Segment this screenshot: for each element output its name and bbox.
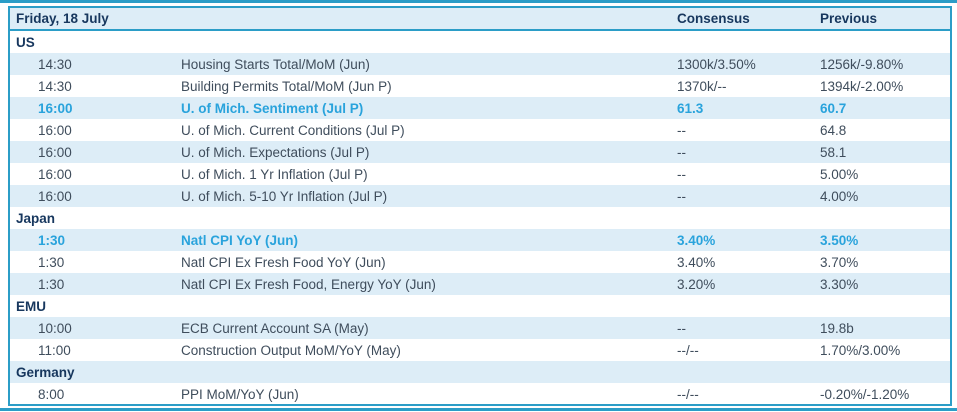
event-cell: Housing Starts Total/MoM (Jun): [181, 56, 370, 72]
event-cell: Construction Output MoM/YoY (May): [181, 342, 401, 358]
previous-cell: 1256k/-9.80%: [820, 56, 904, 72]
event-row: 16:00 U. of Mich. Sentiment (Jul P) 61.3 60…: [10, 97, 950, 119]
previous-cell: 3.50%: [820, 232, 859, 248]
event-cell: Natl CPI YoY (Jun): [181, 232, 299, 248]
section-label: Japan: [16, 210, 56, 226]
event-cell: Natl CPI Ex Fresh Food YoY (Jun): [181, 254, 386, 270]
time-cell: 8:00: [38, 386, 65, 402]
event-cell: U. of Mich. Expectations (Jul P): [181, 144, 370, 160]
table-body: US 14:30 Housing Starts Total/MoM (Jun) 130…: [10, 31, 950, 405]
previous-cell: 1394k/-2.00%: [820, 78, 904, 94]
time-cell: 1:30: [38, 254, 65, 270]
time-cell: 10:00: [38, 320, 72, 336]
consensus-column-header: Consensus: [677, 11, 750, 26]
time-cell: 14:30: [38, 56, 72, 72]
consensus-cell: 1370k/--: [677, 78, 727, 94]
time-cell: 16:00: [38, 122, 72, 138]
previous-cell: 3.30%: [820, 276, 859, 292]
top-horizontal-rule: [0, 0, 957, 3]
consensus-cell: --/--: [677, 386, 699, 402]
consensus-cell: 3.20%: [677, 276, 716, 292]
previous-cell: 3.70%: [820, 254, 859, 270]
previous-cell: 4.00%: [820, 188, 859, 204]
event-row: 8:00 PPI MoM/YoY (Jun) --/-- -0.20%/-1.20%: [10, 383, 950, 405]
consensus-cell: 3.40%: [677, 254, 716, 270]
date-header: Friday, 18 July: [16, 11, 109, 26]
event-cell: U. of Mich. 5-10 Yr Inflation (Jul P): [181, 188, 388, 204]
event-row: 10:00 ECB Current Account SA (May) -- 19.8b: [10, 317, 950, 339]
previous-cell: -0.20%/-1.20%: [820, 386, 910, 402]
consensus-cell: 61.3: [677, 100, 704, 116]
event-cell: U. of Mich. 1 Yr Inflation (Jul P): [181, 166, 368, 182]
section-label: Germany: [16, 364, 75, 380]
section-label: EMU: [16, 298, 46, 314]
section-header-emu: EMU: [10, 295, 950, 317]
bottom-horizontal-rule: [0, 408, 957, 411]
event-cell: ECB Current Account SA (May): [181, 320, 369, 336]
economic-calendar-table: Friday, 18 July Consensus Previous US 14:…: [8, 6, 952, 406]
event-cell: Building Permits Total/MoM (Jun P): [181, 78, 392, 94]
event-cell: U. of Mich. Current Conditions (Jul P): [181, 122, 405, 138]
previous-cell: 5.00%: [820, 166, 859, 182]
previous-cell: 19.8b: [820, 320, 854, 336]
event-cell: U. of Mich. Sentiment (Jul P): [181, 100, 364, 116]
time-cell: 1:30: [38, 276, 65, 292]
section-label: US: [16, 34, 35, 50]
consensus-cell: 1300k/3.50%: [677, 56, 756, 72]
event-cell: PPI MoM/YoY (Jun): [181, 386, 299, 402]
event-row: 1:30 Natl CPI Ex Fresh Food YoY (Jun) 3.40…: [10, 251, 950, 273]
time-cell: 16:00: [38, 188, 72, 204]
consensus-cell: --: [677, 122, 686, 138]
time-cell: 1:30: [38, 232, 66, 248]
section-header-us: US: [10, 31, 950, 53]
previous-column-header: Previous: [820, 11, 878, 26]
event-row: 16:00 U. of Mich. 1 Yr Inflation (Jul P) -…: [10, 163, 950, 185]
time-cell: 11:00: [38, 342, 71, 358]
time-cell: 16:00: [38, 166, 72, 182]
event-row: 16:00 U. of Mich. Current Conditions (Jul…: [10, 119, 950, 141]
table-header-row: Friday, 18 July Consensus Previous: [10, 8, 950, 31]
time-cell: 16:00: [38, 100, 73, 116]
consensus-cell: --: [677, 166, 686, 182]
section-header-germany: Germany: [10, 361, 950, 383]
section-header-japan: Japan: [10, 207, 950, 229]
previous-cell: 60.7: [820, 100, 847, 116]
event-row: 16:00 U. of Mich. 5-10 Yr Inflation (Jul …: [10, 185, 950, 207]
previous-cell: 58.1: [820, 144, 847, 160]
event-row: 16:00 U. of Mich. Expectations (Jul P) -- 5…: [10, 141, 950, 163]
time-cell: 14:30: [38, 78, 72, 94]
event-cell: Natl CPI Ex Fresh Food, Energy YoY (Jun): [181, 276, 436, 292]
consensus-cell: --: [677, 144, 686, 160]
consensus-cell: --: [677, 320, 686, 336]
consensus-cell: 3.40%: [677, 232, 716, 248]
event-row: 11:00 Construction Output MoM/YoY (May) --…: [10, 339, 950, 361]
event-row: 14:30 Building Permits Total/MoM (Jun P) 1…: [10, 75, 950, 97]
event-row: 1:30 Natl CPI Ex Fresh Food, Energy YoY (…: [10, 273, 950, 295]
event-row: 1:30 Natl CPI YoY (Jun) 3.40% 3.50%: [10, 229, 950, 251]
event-row: 14:30 Housing Starts Total/MoM (Jun) 1300k…: [10, 53, 950, 75]
time-cell: 16:00: [38, 144, 72, 160]
consensus-cell: --/--: [677, 342, 699, 358]
previous-cell: 1.70%/3.00%: [820, 342, 901, 358]
previous-cell: 64.8: [820, 122, 847, 138]
consensus-cell: --: [677, 188, 686, 204]
